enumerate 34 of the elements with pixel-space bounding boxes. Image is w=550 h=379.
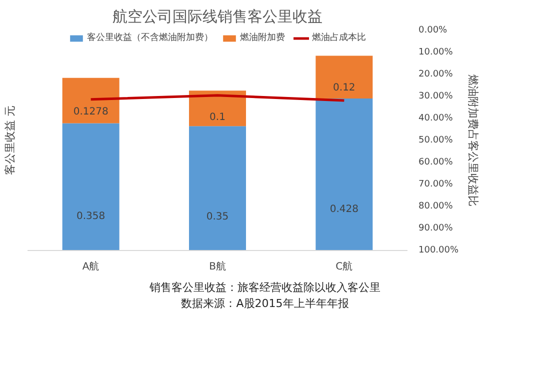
bar bbox=[316, 56, 373, 98]
data-label: 0.1278 bbox=[73, 106, 108, 118]
data-label: 0.428 bbox=[330, 204, 358, 215]
legend-label: 燃油占成本比 bbox=[312, 32, 366, 44]
data-label: 0.12 bbox=[333, 82, 356, 94]
source-note: 数据来源：A股2015年上半年年报 bbox=[181, 297, 349, 310]
bar bbox=[62, 123, 120, 250]
bar bbox=[189, 90, 246, 126]
legend-label: 客公里收益（不含燃油附加费） bbox=[87, 32, 213, 44]
y2-tick-label: 70.00% bbox=[418, 180, 454, 190]
y2-tick-label: 80.00% bbox=[418, 202, 454, 212]
y2-tick-label: 0.00% bbox=[418, 26, 448, 36]
x-tick-label: C航 bbox=[336, 260, 353, 272]
bar bbox=[316, 98, 373, 250]
data-label: 0.1 bbox=[210, 112, 226, 124]
y2-tick-label: 100.00% bbox=[418, 246, 459, 256]
y2-tick-label: 30.00% bbox=[418, 92, 454, 102]
y2-tick-label: 20.00% bbox=[418, 70, 454, 80]
data-label: 0.35 bbox=[206, 212, 229, 223]
x-tick-label: B航 bbox=[209, 260, 226, 272]
bar bbox=[62, 78, 120, 124]
text: 销售客公里收益：旅客经营收益除以收入客公里 bbox=[150, 281, 380, 294]
bar bbox=[189, 126, 246, 250]
y2-tick-label: 50.00% bbox=[418, 136, 454, 146]
data-label: 0.358 bbox=[76, 210, 106, 222]
x-tick-label: A航 bbox=[82, 260, 100, 272]
legend-label: 燃油附加费 bbox=[240, 32, 285, 44]
y2-tick-label: 40.00% bbox=[418, 114, 454, 124]
y2-axis-title: 燃油附加费占客公里收益比 bbox=[466, 74, 480, 206]
y2-tick-label: 10.00% bbox=[418, 48, 454, 58]
y2-tick-label: 90.00% bbox=[418, 224, 454, 234]
y-axis-title: 客公里收益 元 bbox=[4, 106, 16, 176]
chart-title: 航空公司国际线销售客公里收益 bbox=[112, 8, 322, 26]
y2-tick-label: 60.00% bbox=[418, 158, 454, 168]
